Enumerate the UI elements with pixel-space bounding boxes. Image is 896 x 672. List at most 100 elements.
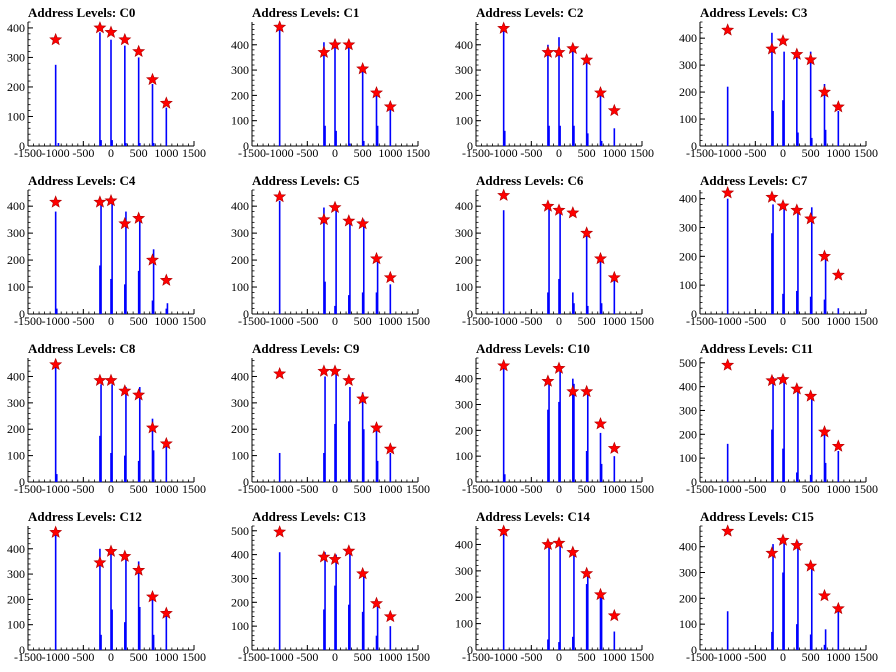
x-tick-label: -500 (520, 650, 542, 664)
chart-panel-0: Address Levels: C0 0 100 200 300 400 -1500 -100… (0, 0, 224, 168)
histogram-bar (771, 233, 773, 314)
histogram-bar (375, 635, 378, 650)
chart-title: Address Levels: C15 (700, 509, 814, 524)
histogram-bar (362, 219, 365, 314)
peak-marker (342, 37, 356, 51)
x-tick-label: 500 (354, 650, 372, 664)
peak-marker (49, 525, 63, 538)
peak-marker (566, 545, 580, 558)
x-tick-label: 0 (108, 482, 114, 496)
x-tick-label: -500 (520, 482, 542, 496)
x-tick-label: 500 (802, 482, 820, 496)
chart-svg: 0 100 200 300 400 -1500 -1000 -500 0 500 1000 1500 (7, 21, 206, 160)
peak-marker (93, 555, 107, 569)
chart-title: Address Levels: C1 (252, 5, 360, 20)
histogram-bar (599, 90, 602, 146)
x-tick-label: -1500 (238, 650, 266, 664)
peak-marker (607, 270, 621, 284)
x-tick-label: 500 (130, 146, 148, 160)
histogram-bar (572, 44, 574, 146)
histogram-bar (138, 143, 141, 146)
x-tick-label: -1500 (238, 314, 266, 328)
y-tick-label: 200 (455, 590, 473, 604)
y-tick-label: 300 (231, 396, 249, 410)
histogram-bar (362, 429, 365, 482)
histogram-bar (165, 612, 168, 650)
histogram-bar (348, 44, 350, 146)
peak-marker (328, 37, 342, 51)
peak-marker (607, 608, 621, 622)
x-tick-label: 1000 (826, 482, 850, 496)
y-tick-label: 0 (691, 643, 697, 657)
histogram-bar (124, 455, 126, 482)
histogram-bar (548, 125, 550, 146)
histogram-bar (823, 644, 826, 650)
y-tick-label: 400 (455, 372, 473, 386)
peak-marker (132, 44, 146, 58)
chart-svg: 0 100 200 300 400 -1500 -1000 -500 0 500 1000 1500 (455, 188, 654, 328)
histogram-bar (362, 571, 365, 650)
y-tick-label: 100 (679, 112, 697, 126)
x-tick-label: 1000 (378, 146, 402, 160)
y-tick-label: 200 (455, 423, 473, 437)
histogram-bar (335, 206, 337, 314)
x-tick-label: -1000 (42, 314, 70, 328)
y-tick-label: 200 (679, 427, 697, 441)
histogram-bar (323, 42, 325, 146)
peak-marker (159, 273, 173, 286)
x-tick-label: -1500 (462, 482, 490, 496)
histogram-bar (599, 260, 602, 314)
peak-marker (118, 32, 132, 46)
peak-marker (552, 45, 566, 58)
x-tick-label: -1500 (14, 146, 42, 160)
histogram-bar (111, 609, 113, 650)
peak-marker (93, 373, 107, 386)
histogram-bar (57, 143, 60, 146)
y-tick-label: 400 (231, 199, 249, 213)
y-tick-label: 0 (243, 643, 249, 657)
histogram-bar (100, 384, 102, 482)
histogram-bar (389, 108, 392, 146)
histogram-bar (335, 554, 337, 650)
histogram-bar (726, 443, 729, 482)
y-tick-label: 100 (231, 449, 249, 463)
histogram-bar (837, 611, 840, 650)
x-tick-label: 0 (780, 650, 786, 664)
y-tick-label: 200 (7, 253, 25, 267)
histogram-bar (613, 128, 616, 146)
histogram-bar (110, 551, 112, 650)
histogram-bar (600, 303, 603, 314)
peak-marker (118, 216, 132, 230)
histogram-bar (823, 434, 826, 482)
x-tick-label: -1500 (686, 146, 714, 160)
chart-title: Address Levels: C7 (700, 173, 808, 188)
y-tick-label: 100 (679, 617, 697, 631)
y-tick-label: 400 (7, 199, 25, 213)
histogram-bar (152, 249, 155, 314)
peak-marker (146, 72, 159, 86)
peak-marker (93, 21, 107, 34)
histogram-bar (824, 129, 827, 146)
x-tick-label: 500 (578, 314, 596, 328)
peak-marker (552, 536, 566, 549)
y-tick-label: 0 (691, 139, 697, 153)
peak-marker (159, 436, 173, 450)
x-tick-label: -1000 (714, 650, 742, 664)
peak-marker (356, 216, 370, 230)
histogram-bar (772, 110, 774, 146)
histogram-bar (348, 421, 350, 482)
x-tick-label: -1000 (266, 650, 294, 664)
histogram-bar (797, 132, 799, 146)
chart-title: Address Levels: C5 (252, 173, 360, 188)
histogram-bar (823, 299, 826, 314)
histogram-bar (503, 130, 506, 146)
histogram-bar (600, 140, 603, 146)
histogram-bar (375, 426, 378, 482)
x-tick-label: -1500 (462, 650, 490, 664)
histogram-bar (152, 634, 155, 650)
y-tick-label: 400 (679, 540, 697, 554)
x-tick-label: 0 (556, 314, 562, 328)
y-tick-label: 400 (679, 31, 697, 45)
y-tick-label: 300 (455, 226, 473, 240)
x-tick-label: 1500 (854, 146, 878, 160)
